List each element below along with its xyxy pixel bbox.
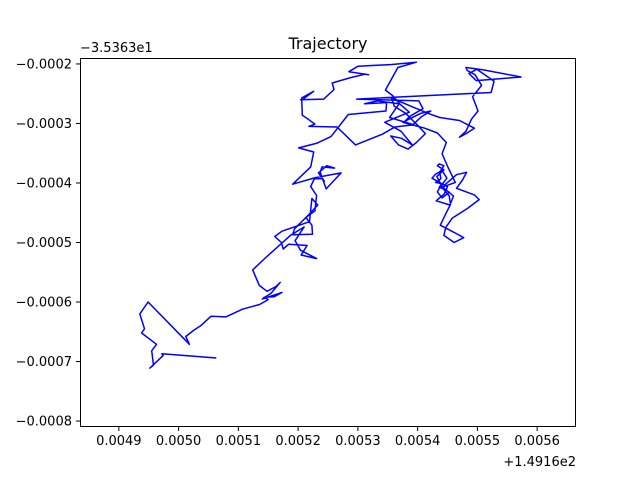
y-tick-label: −0.0007 [16,355,72,370]
y-tick-label: −0.0004 [16,176,72,191]
x-tick-label: 0.0051 [216,434,262,449]
y-axis: −0.0002 −0.0003 −0.0004 −0.0005 −0.0006 −0.00… [16,57,80,430]
y-tick-label: −0.0002 [16,57,72,72]
plot-frame [80,58,576,427]
y-tick-label: −0.0008 [16,415,72,430]
x-tick-label: 0.0049 [96,434,142,449]
x-tick-label: 0.0050 [156,434,202,449]
y-tick-label: −0.0003 [16,117,72,132]
x-tick-label: 0.0053 [335,434,381,449]
chart-title: Trajectory [288,34,368,53]
series-layer [139,61,522,369]
x-axis-offset-label: +1.4916e2 [503,455,576,470]
x-tick-label: 0.0052 [275,434,321,449]
y-axis-offset-label: −3.5363e1 [80,41,153,56]
x-axis: 0.0049 0.0050 0.0051 0.0052 0.0053 0.0054 0.00… [96,427,560,449]
trajectory-line [139,61,522,369]
x-tick-label: 0.0054 [395,434,441,449]
x-tick-label: 0.0056 [514,434,560,449]
x-tick-label: 0.0055 [455,434,501,449]
y-tick-label: −0.0005 [16,236,72,251]
y-tick-label: −0.0006 [16,296,72,311]
plot-area [80,58,576,427]
